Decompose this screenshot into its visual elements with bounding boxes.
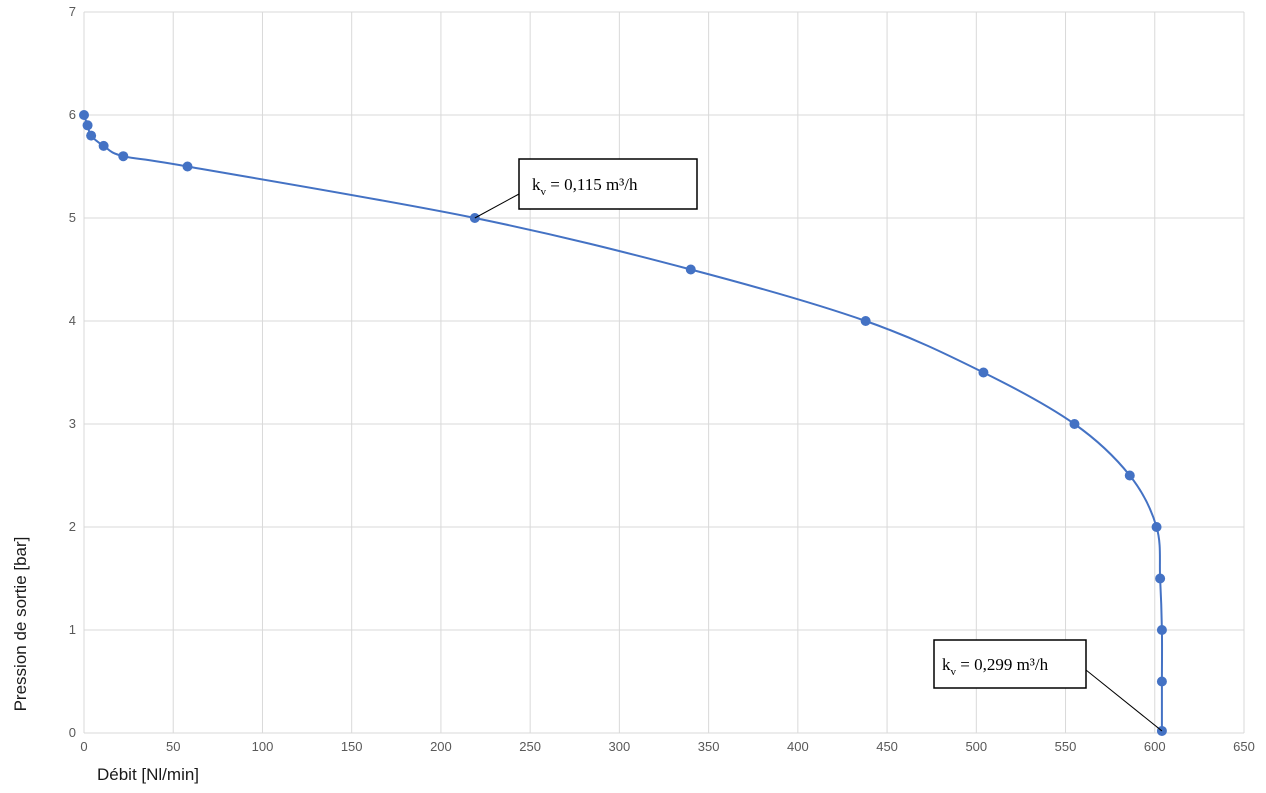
y-tick-label: 1: [69, 622, 76, 637]
annotation-2-box: [933, 639, 1087, 689]
y-tick-label: 6: [69, 107, 76, 122]
x-tick-label: 250: [519, 739, 541, 754]
data-point: [86, 130, 97, 141]
data-point: [1156, 676, 1167, 687]
data-point: [1069, 419, 1080, 429]
x-tick-label: 550: [1055, 739, 1077, 754]
data-point: [1155, 573, 1166, 584]
x-axis-title: Débit [Nl/min]: [97, 765, 199, 784]
data-point: [82, 120, 93, 131]
data-point: [685, 264, 696, 275]
data-point: [98, 140, 109, 151]
y-axis-title: Pression de sortie [bar]: [11, 537, 30, 712]
x-tick-label: 100: [252, 739, 274, 754]
annotation-2-leader: [1085, 669, 1163, 732]
data-point: [860, 316, 871, 326]
data-point: [1156, 625, 1167, 635]
x-tick-label: 650: [1233, 739, 1255, 754]
x-tick-label: 350: [698, 739, 720, 754]
x-tick-label: 200: [430, 739, 452, 754]
x-tick-label: 300: [609, 739, 631, 754]
data-point: [1124, 470, 1135, 481]
x-tick-label: 400: [787, 739, 809, 754]
x-tick-label: 0: [80, 739, 87, 754]
grid: [83, 11, 1245, 734]
y-tick-label: 5: [69, 210, 76, 225]
y-tick-label: 4: [69, 313, 76, 328]
x-tick-label: 500: [965, 739, 987, 754]
data-point: [118, 151, 129, 162]
x-tick-label: 450: [876, 739, 898, 754]
x-tick-label: 600: [1144, 739, 1166, 754]
x-tick-label: 50: [166, 739, 180, 754]
annotation-2-label: kv = 0,299 m³/h: [942, 655, 1049, 678]
y-tick-labels: 0 1 2 3 4 5 6 7: [69, 4, 76, 740]
annotation-1-label: kv = 0,115 m³/h: [532, 175, 638, 198]
y-tick-label: 3: [69, 416, 76, 431]
y-tick-label: 2: [69, 519, 76, 534]
data-points: [79, 110, 1167, 736]
annotation-1-leader: [474, 193, 520, 219]
y-tick-label: 7: [69, 4, 76, 19]
data-point: [978, 367, 989, 378]
x-tick-label: 150: [341, 739, 363, 754]
data-point: [79, 110, 89, 120]
data-point: [1151, 522, 1162, 532]
data-point: [182, 161, 193, 172]
annotation-1-box: [518, 158, 698, 210]
x-tick-labels: 0 50 100 150 200 250 300 350 400 450 500 550 600 650: [80, 739, 1254, 754]
y-tick-label: 0: [69, 725, 76, 740]
